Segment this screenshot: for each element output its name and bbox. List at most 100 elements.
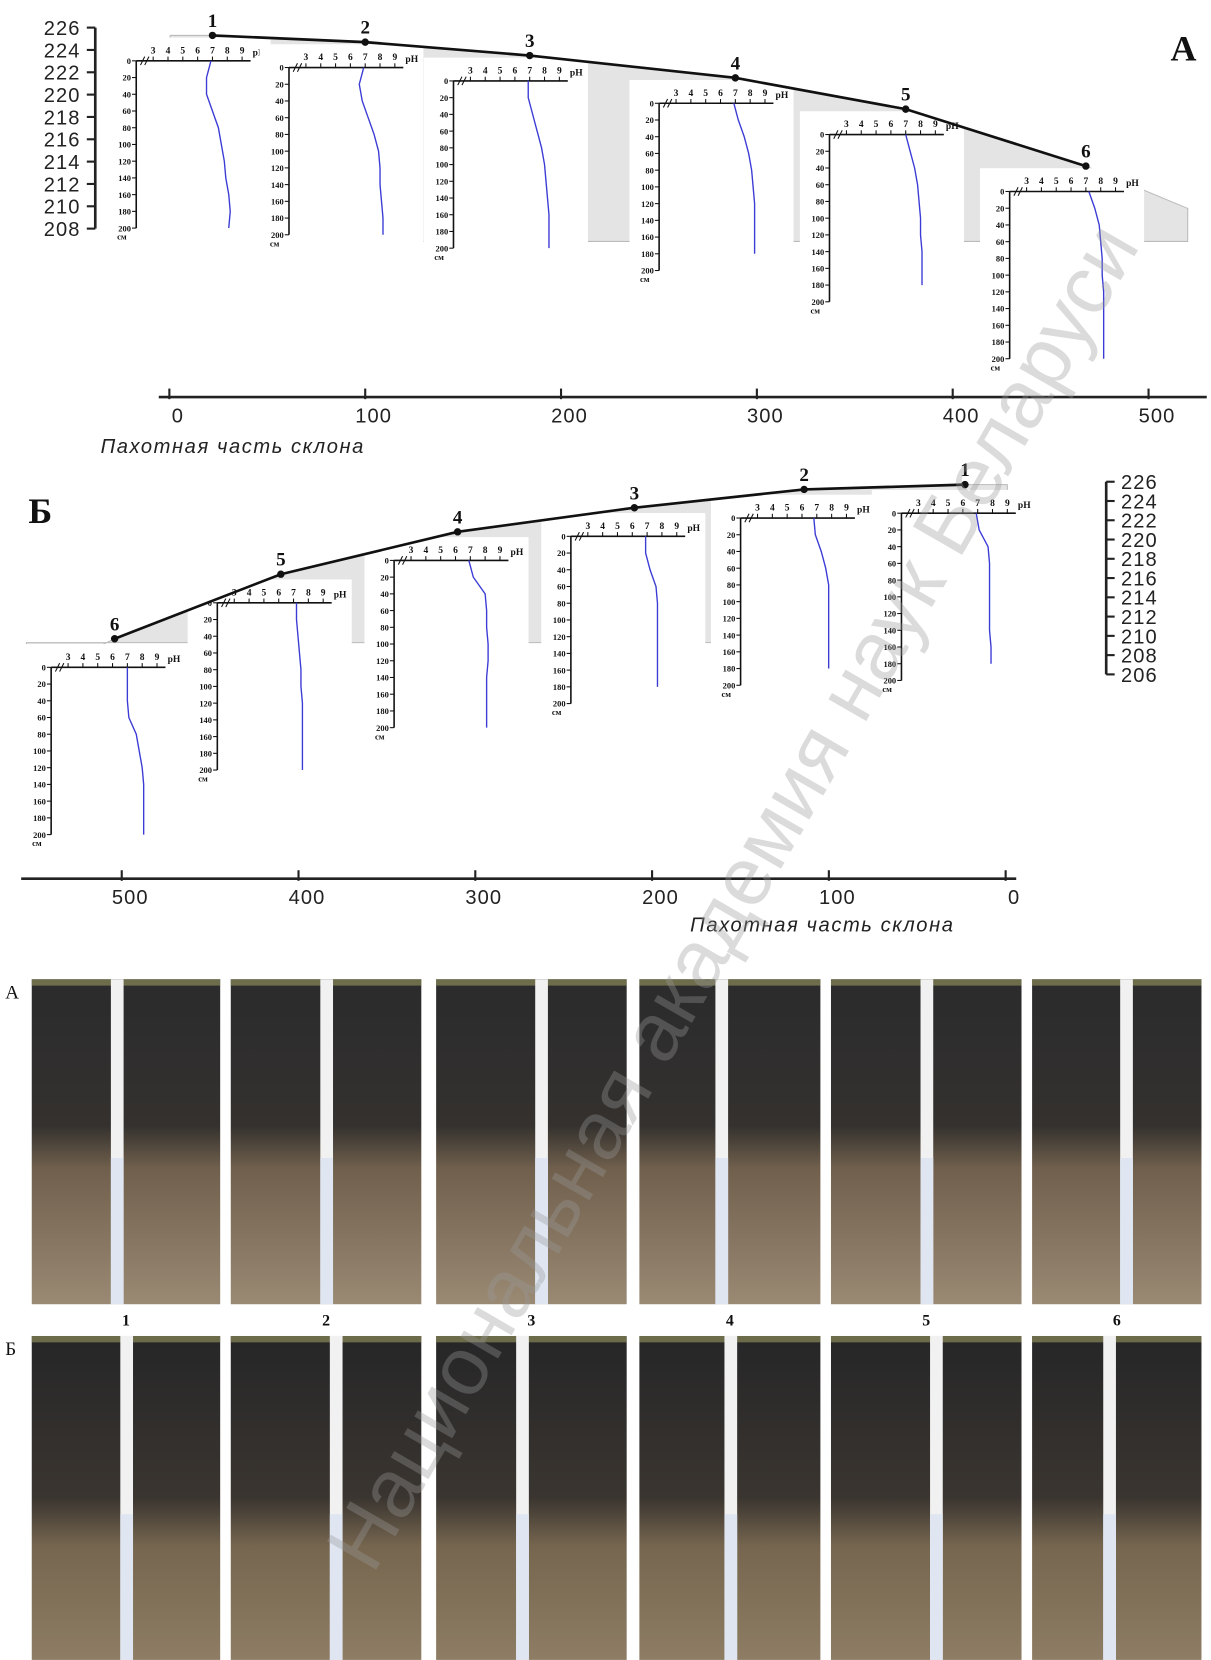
elevation-tick-label: 208 [44,219,81,241]
ph-curve [905,134,923,286]
ph-tick-label: 9 [557,67,562,77]
ph-tick-label: 6 [453,546,458,556]
tape-lower [120,1514,134,1660]
profile-background [423,57,588,268]
axis-break [744,513,754,523]
ph-tick-label: 8 [225,46,230,56]
depth-tick-label: 120 [33,763,46,773]
ph-tick-label: 4 [423,546,428,556]
depth-tick-label: 40 [557,565,565,575]
depth-tick-label: 60 [557,582,565,592]
depth-tick-label: 160 [883,642,896,652]
profile-point [961,480,969,489]
ph-curve [205,60,231,229]
depth-tick-label: 80 [645,165,653,175]
profile-label: 2 [360,18,370,39]
soil-photo-image [1032,1335,1202,1660]
depth-tick-label: 0 [650,98,654,108]
depth-tick-label: 20 [816,146,824,156]
depth-tick-label: 100 [883,592,896,602]
depth-unit: см [882,684,892,694]
profile-background [629,79,794,290]
depth-tick-label: 0 [385,556,389,566]
ph-curve [975,513,992,664]
depth-unit: см [270,238,280,248]
depth-tick-label: 100 [33,746,46,756]
depth-tick-label: 0 [892,508,896,518]
axis-break [221,598,231,608]
soil-photo [1032,979,1202,1305]
ph-tick-label: 5 [703,89,708,99]
ph-tick-label: 7 [814,504,819,514]
ph-curve [644,536,659,687]
ph-tick-label: 5 [333,53,338,63]
ph-tick-label: 6 [348,53,353,63]
depth-tick-label: 60 [888,559,896,569]
depth-tick-label: 140 [553,649,566,659]
depth-tick-label: 20 [37,679,45,689]
depth-tick-label: 140 [723,630,736,640]
depth-tick-label: 0 [127,56,131,66]
depth-tick-label: 20 [557,548,565,558]
ph-unit: pH [511,548,524,558]
depth-tick-label: 120 [883,609,896,619]
profile-background [871,489,1036,700]
depth-tick-label: 140 [992,304,1005,314]
ph-tick-label: 4 [859,120,864,130]
ground-line [114,483,966,640]
ph-tick-label: 5 [1054,177,1059,187]
depth-tick-label: 40 [37,696,45,706]
distance-tick-label: 300 [747,405,784,427]
depth-tick-label: 160 [33,796,46,806]
ph-tick-label: 9 [155,653,160,663]
depth-tick-label: 160 [271,197,284,207]
depth-unit: см [32,838,42,848]
panel-label: Б [28,491,52,531]
ph-tick-label: 7 [903,120,908,130]
axis-break [1013,187,1023,196]
depth-tick-label: 80 [816,197,824,207]
depth-tick-label: 120 [812,230,825,240]
depth-tick-label: 200 [118,223,131,233]
depth-tick-label: 180 [118,207,131,217]
depth-tick-label: 0 [731,513,735,523]
profile-label: 3 [630,483,640,504]
ph-tick-label: 6 [960,499,965,509]
soil-photo [436,1335,627,1660]
elevation-tick-label: 224 [1121,491,1158,513]
depth-tick-label: 120 [199,698,212,708]
distance-tick-label: 400 [943,405,980,427]
ph-unit: pH [687,524,700,534]
grass-edge [830,1335,1022,1343]
profile-label: 2 [799,465,809,486]
depth-tick-label: 180 [376,706,389,716]
ph-tick-label: 5 [946,499,951,509]
depth-tick-label: 160 [118,190,131,200]
depth-tick-label: 120 [118,156,131,166]
elevation-tick-label: 226 [44,18,81,40]
ph-tick-label: 8 [378,53,383,63]
profile-background [710,494,876,705]
soil-photo [230,979,422,1305]
depth-tick-label: 120 [992,287,1005,297]
tape-lower [920,1157,934,1305]
ph-tick-label: 3 [304,53,309,63]
depth-tick-label: 20 [204,615,212,625]
profile-background [259,44,424,254]
distance-tick-label: 500 [112,887,149,909]
grass-edge [31,979,221,986]
ph-tick-label: 3 [844,120,849,130]
distance-axis-label: Пахотная часть склона [690,915,954,937]
ph-tick-label: 7 [291,588,296,598]
elevation-tick-label: 206 [1121,665,1158,687]
profile-label: 4 [731,53,741,74]
profile-point [1082,162,1090,170]
distance-axis-label: Пахотная часть склона [101,436,365,458]
depth-tick-label: 120 [436,176,449,186]
